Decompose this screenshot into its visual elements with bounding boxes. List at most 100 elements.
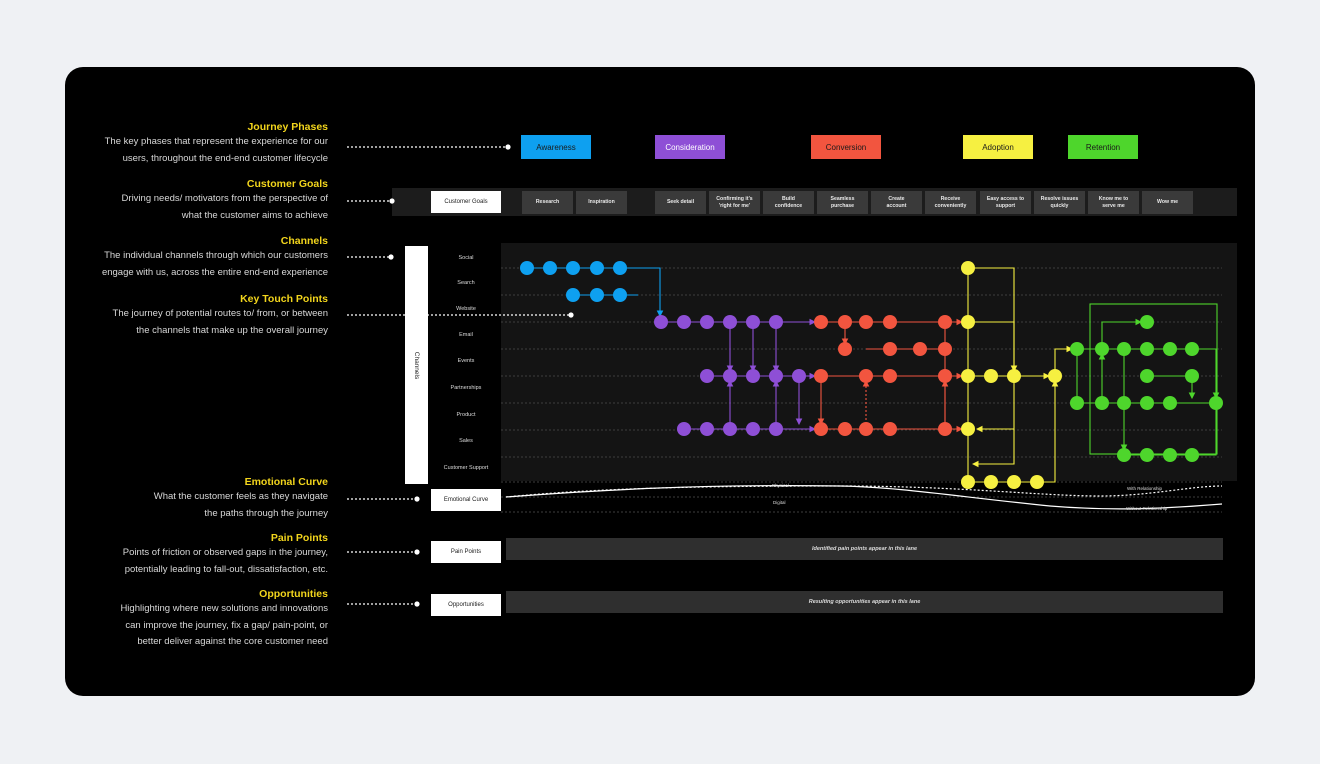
touchpoint-node-retention — [1117, 396, 1131, 410]
touchpoint-node-conversion — [883, 369, 897, 383]
touchpoint-node-conversion — [859, 315, 873, 329]
legend-connector-dot — [389, 198, 395, 204]
touchpoint-node-consideration — [769, 369, 783, 383]
green-connector — [1192, 348, 1220, 400]
opportunities-label: Opportunities — [431, 594, 501, 616]
pain-points-lane: Identified pain points appear in this la… — [506, 538, 1223, 560]
touchpoint-node-conversion — [838, 342, 852, 356]
touchpoint-node-awareness — [613, 261, 627, 275]
touchpoint-node-conversion — [913, 342, 927, 356]
touchpoint-node-retention — [1163, 448, 1177, 462]
touchpoint-node-conversion — [883, 342, 897, 356]
touchpoint-node-consideration — [677, 315, 691, 329]
touchpoint-node-consideration — [654, 315, 668, 329]
touchpoint-node-consideration — [700, 315, 714, 329]
touchpoint-node-retention — [1140, 369, 1154, 383]
green-connector — [1101, 318, 1143, 344]
channels-side-bar — [405, 246, 428, 484]
yellow-connector — [971, 381, 1015, 468]
touchpoint-node-awareness — [543, 261, 557, 275]
touchpoint-node-conversion — [838, 422, 852, 436]
goal-chip: Seamless purchase — [817, 191, 868, 214]
touchpoint-node-adoption — [1030, 475, 1044, 489]
legend-desc: What the customer feels as they navigate — [153, 491, 328, 502]
touchpoint-node-consideration — [746, 315, 760, 329]
touchpoint-node-consideration — [723, 422, 737, 436]
legend-pain-points: Pain Points Points of friction or observ… — [68, 531, 328, 578]
legend-desc: users, throughout the end-end customer l… — [122, 152, 328, 164]
legend-desc: engage with us, across the entire end-en… — [101, 266, 328, 278]
touchpoint-node-conversion — [883, 422, 897, 436]
touchpoint-node-retention — [1163, 342, 1177, 356]
touchpoint-node-conversion — [938, 422, 952, 436]
phase-conversion: Conversion — [811, 135, 881, 159]
touchpoint-node-conversion — [814, 369, 828, 383]
legend-desc: Driving needs/ motivators from the persp… — [121, 193, 328, 204]
phase-awareness: Awareness — [521, 135, 591, 159]
touchpoint-node-conversion — [838, 315, 852, 329]
touchpoint-node-consideration — [723, 369, 737, 383]
touchpoint-node-consideration — [700, 369, 714, 383]
phase-consideration: Consideration — [655, 135, 725, 159]
green-connector — [1192, 403, 1217, 456]
touchpoint-node-retention — [1070, 396, 1084, 410]
touchpoint-node-retention — [1095, 342, 1109, 356]
legend-title: Pain Points — [270, 532, 328, 544]
yellow-connector — [968, 321, 1015, 371]
goal-chip: Wow me — [1142, 191, 1193, 214]
touchpoint-node-consideration — [746, 369, 760, 383]
channel-email: Email — [459, 332, 473, 338]
legend-desc: The key phases that represent the experi… — [104, 136, 328, 147]
legend-title: Key Touch Points — [240, 293, 328, 305]
touchpoint-node-awareness — [613, 288, 627, 302]
touchpoint-node-conversion — [814, 422, 828, 436]
touchpoint-node-consideration — [723, 315, 737, 329]
curve-physical-label: Physical — [772, 483, 789, 488]
legend-title: Customer Goals — [246, 178, 328, 190]
touchpoint-node-awareness — [520, 261, 534, 275]
channel-events: Events — [457, 358, 475, 364]
legend-desc: The journey of potential routes to/ from… — [112, 308, 328, 319]
touchpoint-node-awareness — [566, 288, 580, 302]
touchpoint-node-retention — [1117, 448, 1131, 462]
legend-title: Channels — [280, 235, 328, 247]
touchpoint-node-adoption — [1007, 369, 1021, 383]
goal-chip: Build confidence — [763, 191, 814, 214]
touchpoint-node-awareness — [590, 261, 604, 275]
emotional-curve-with-relationship — [505, 485, 1223, 498]
touchpoint-node-adoption — [1048, 369, 1062, 383]
goal-chip: Seek detail — [655, 191, 706, 214]
touchpoint-node-retention — [1070, 342, 1084, 356]
touchpoint-node-adoption — [961, 422, 975, 436]
legend-connector-dot — [505, 144, 511, 150]
legend-title: Journey Phases — [247, 121, 328, 133]
legend-desc: better deliver against the core customer… — [137, 636, 328, 647]
touchpoint-node-conversion — [859, 422, 873, 436]
touchpoint-node-conversion — [859, 369, 873, 383]
legend-title: Emotional Curve — [244, 476, 328, 488]
touchpoint-node-retention — [1095, 396, 1109, 410]
opportunities-lane: Resulting opportunities appear in this l… — [506, 591, 1223, 613]
channel-sales: Sales — [459, 438, 473, 444]
touchpoint-node-consideration — [746, 422, 760, 436]
touchpoint-node-adoption — [961, 315, 975, 329]
legend-connector-dot — [388, 254, 394, 260]
legend-desc: what the customer aims to achieve — [181, 209, 328, 221]
touchpoint-node-retention — [1140, 448, 1154, 462]
touchpoint-node-consideration — [769, 315, 783, 329]
legend-desc: can improve the journey, fix a gap/ pain… — [125, 619, 328, 631]
touchpoint-node-retention — [1140, 396, 1154, 410]
legend-connector-dot — [414, 601, 420, 607]
touchpoint-node-adoption — [1007, 475, 1021, 489]
touchpoint-panel — [501, 243, 1237, 481]
touchpoint-node-awareness — [566, 261, 580, 275]
legend-key-touch-points: Key Touch Points The journey of potentia… — [68, 292, 328, 339]
customer-goals-label: Customer Goals — [431, 191, 501, 213]
legend-emotional-curve: Emotional Curve What the customer feels … — [68, 475, 328, 522]
goal-chip: Know me to serve me — [1088, 191, 1139, 214]
pain-points-label: Pain Points — [431, 541, 501, 563]
goal-chip: Receive conveniently — [925, 191, 976, 214]
touchpoint-node-retention — [1209, 396, 1223, 410]
goal-chip: Create account — [871, 191, 922, 214]
